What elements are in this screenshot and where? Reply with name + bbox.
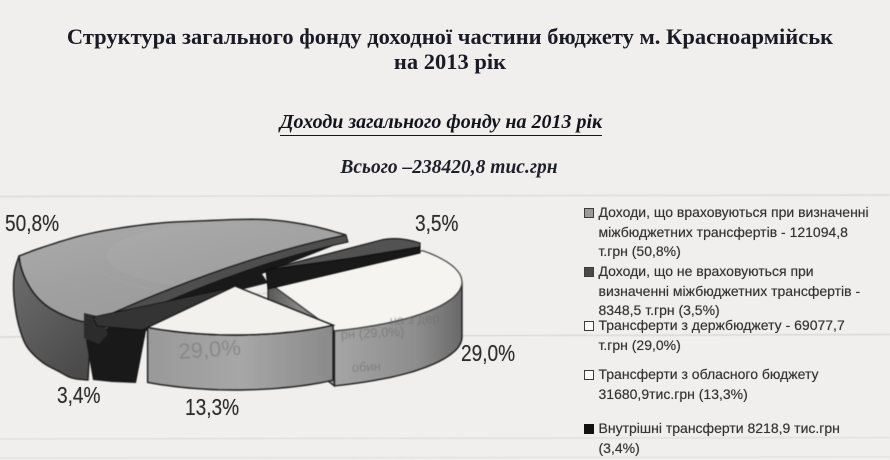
svg-text:29,0%: 29,0%	[178, 335, 242, 364]
svg-text:рн (29,0%): рн (29,0%)	[340, 324, 404, 342]
svg-text:на з дер: на з дер	[389, 310, 439, 328]
svg-text:обин: обин	[351, 358, 381, 375]
